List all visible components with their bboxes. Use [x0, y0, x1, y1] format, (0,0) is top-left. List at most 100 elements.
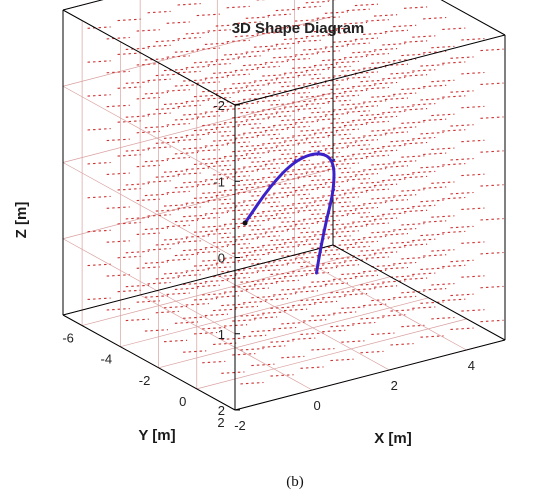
y-tick-label: -6 — [62, 331, 74, 346]
field-vector — [253, 248, 278, 252]
field-vector — [311, 212, 335, 215]
field-vector — [360, 283, 384, 286]
grid-line — [62, 238, 236, 335]
field-vector — [177, 3, 201, 6]
tick-labels: -2 -1 0 1 2 -6 -4 -2 0 2 -2 0 2 4 — [62, 98, 475, 433]
field-vector — [207, 96, 231, 100]
field-vector — [207, 266, 231, 269]
field-vector — [461, 139, 485, 143]
field-vector — [202, 326, 226, 330]
field-vector — [373, 251, 398, 254]
field-vector — [207, 232, 231, 235]
field-vector — [354, 206, 379, 210]
field-vector — [373, 217, 398, 220]
field-vector — [431, 147, 455, 150]
field-vector — [117, 188, 141, 191]
field-vector — [354, 274, 379, 278]
field-vector — [215, 125, 239, 129]
field-vector — [354, 71, 379, 74]
field-vector — [270, 103, 294, 106]
field-vector — [420, 267, 444, 270]
field-vector — [273, 123, 297, 127]
data-point — [315, 271, 318, 275]
field-vector — [403, 74, 428, 77]
field-vector — [360, 316, 384, 320]
box-edge — [62, 314, 236, 411]
data-point — [325, 219, 328, 222]
field-vector — [401, 223, 425, 226]
field-vector — [163, 170, 188, 173]
field-vector — [292, 66, 316, 69]
field-vector — [480, 150, 504, 153]
field-vector — [262, 277, 286, 280]
field-vector — [213, 342, 237, 345]
field-vector — [297, 39, 321, 43]
field-vector — [253, 113, 278, 116]
field-vector — [275, 279, 299, 283]
field-vector — [352, 50, 376, 54]
field-vector — [193, 331, 218, 335]
field-vector — [270, 306, 294, 309]
field-vector — [423, 84, 447, 88]
field-vector — [313, 165, 338, 168]
field-vector — [330, 189, 354, 192]
field-vector — [393, 160, 417, 163]
z-tick-label: -2 — [213, 98, 225, 113]
field-vector — [253, 316, 278, 319]
field-vector — [352, 152, 376, 155]
field-vector — [281, 152, 305, 155]
field-vector — [232, 183, 256, 187]
field-vector — [305, 34, 329, 38]
field-vector — [226, 276, 250, 280]
field-vector — [221, 100, 245, 103]
field-vector — [204, 313, 229, 317]
field-vector — [262, 345, 286, 348]
field-vector — [327, 167, 351, 170]
field-vector — [311, 76, 335, 80]
grid-line — [62, 0, 103, 11]
field-vector — [442, 129, 466, 132]
field-vector — [450, 124, 474, 127]
field-vector — [232, 319, 256, 322]
field-vector — [311, 110, 335, 114]
field-vector — [341, 340, 365, 343]
field-vector — [136, 63, 160, 66]
field-vector — [223, 53, 248, 56]
field-vector — [363, 269, 387, 273]
field-vector — [311, 348, 335, 351]
field-vector — [384, 63, 409, 67]
field-vector — [316, 118, 340, 121]
field-vector — [262, 243, 286, 247]
field-vector — [316, 185, 340, 189]
field-vector — [163, 204, 188, 207]
field-vector — [174, 253, 199, 257]
field-vector — [292, 168, 316, 171]
field-vector — [223, 324, 248, 327]
field-vector — [256, 133, 280, 137]
field-vector — [341, 136, 365, 140]
field-vector — [461, 241, 485, 244]
field-vector — [196, 183, 220, 186]
field-vector — [412, 238, 436, 242]
field-vector — [185, 235, 209, 238]
field-vector — [335, 128, 359, 132]
field-vector — [327, 65, 351, 69]
field-vector — [333, 175, 357, 179]
field-vector — [333, 74, 357, 77]
field-vector — [185, 269, 209, 272]
field-vector — [403, 209, 428, 213]
field-vector — [183, 350, 207, 353]
field-vector — [294, 222, 319, 225]
field-vector — [106, 138, 130, 142]
field-vector — [283, 71, 308, 74]
field-vector — [300, 332, 324, 335]
field-vector — [237, 55, 261, 58]
field-vector — [174, 321, 199, 324]
field-vector — [292, 201, 316, 205]
field-vector — [297, 175, 321, 178]
field-vector — [346, 144, 370, 147]
field-vector — [87, 263, 111, 267]
field-vector — [136, 164, 160, 168]
field-vector — [286, 91, 310, 95]
